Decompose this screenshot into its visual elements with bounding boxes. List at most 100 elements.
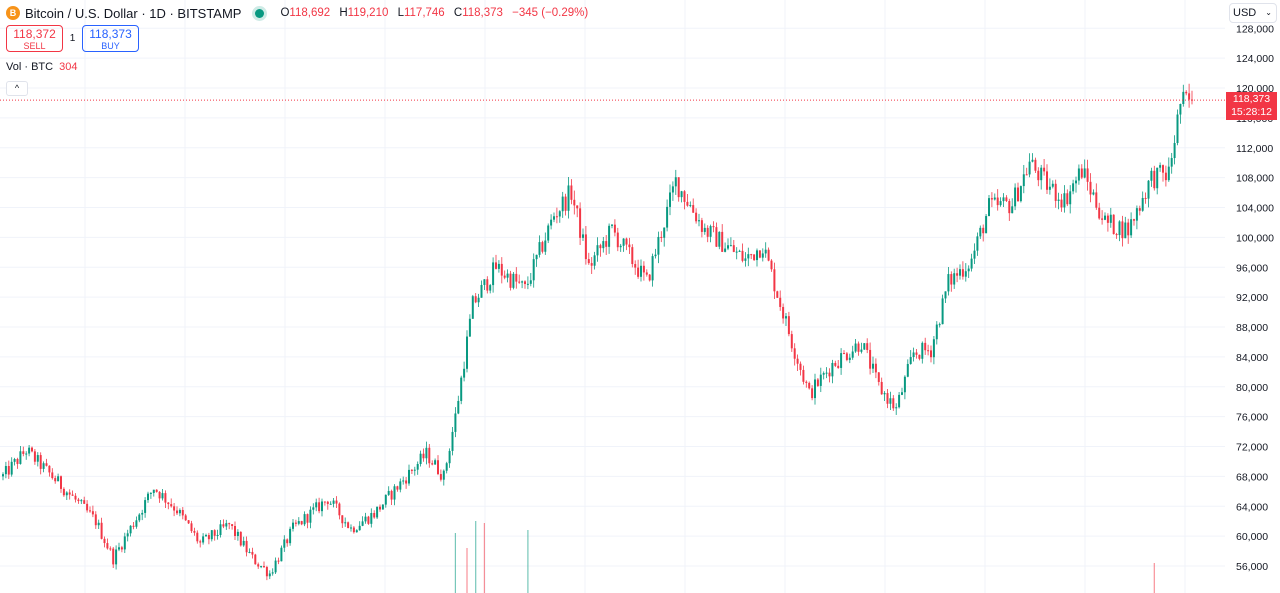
currency-select[interactable]: USD ⌄	[1229, 3, 1277, 23]
candle-body	[13, 459, 16, 462]
candle-body	[399, 481, 402, 490]
price-tick-label: 76,000	[1236, 412, 1268, 424]
buy-button[interactable]: 118,373 BUY	[82, 25, 139, 52]
candle-body	[45, 463, 48, 466]
candle-body	[541, 242, 544, 252]
candle-body	[248, 551, 251, 553]
candle-body	[961, 269, 964, 277]
candle-body	[903, 376, 906, 393]
candle-body	[231, 524, 234, 526]
candle-body	[927, 350, 930, 352]
candle-body	[216, 534, 219, 536]
candle-body	[129, 525, 132, 534]
candle-body	[181, 509, 184, 516]
candle-body	[1185, 91, 1188, 94]
candle-body	[854, 343, 857, 352]
candle-body	[587, 259, 590, 264]
candle-body	[840, 353, 843, 368]
candle-body	[605, 241, 608, 247]
candle-body	[448, 450, 451, 464]
candle-body	[260, 566, 263, 568]
candle-body	[54, 478, 57, 482]
candle-body	[999, 201, 1002, 206]
price-axis[interactable]: 56,000 60,000 64,000 68,000 72,000 76,000 80,0…	[1236, 23, 1274, 573]
candle-body	[303, 514, 306, 525]
symbol-title[interactable]: Bitcoin / U.S. Dollar · 1D · BITSTAMP	[25, 5, 242, 21]
candle-body	[732, 245, 735, 252]
candle-body	[753, 254, 756, 261]
candle-body	[97, 522, 100, 526]
candle-body	[1043, 167, 1046, 172]
candle-body	[1138, 208, 1141, 211]
candle-body	[439, 474, 442, 480]
candle-body	[529, 280, 532, 284]
candle-body	[228, 523, 231, 525]
candle-body	[245, 540, 248, 553]
candle-body	[239, 531, 242, 546]
candle-body	[254, 554, 257, 565]
candle-body	[1101, 218, 1104, 220]
price-tick-label: 56,000	[1236, 561, 1268, 573]
candle-body	[25, 453, 28, 455]
candle-body	[1115, 234, 1118, 236]
candle-body	[915, 352, 918, 355]
candle-body	[1014, 187, 1017, 207]
candle-body	[851, 351, 854, 358]
candle-body	[1080, 168, 1083, 178]
candle-body	[431, 463, 434, 465]
candle-body	[1083, 168, 1086, 178]
candle-body	[770, 260, 773, 270]
candle-body	[582, 234, 584, 238]
candle-body	[811, 388, 814, 399]
candle-body	[706, 227, 709, 237]
candle-body	[1034, 159, 1037, 171]
candle-body	[463, 368, 466, 378]
candle-body	[535, 254, 538, 260]
candle-body	[242, 540, 245, 546]
candle-body	[451, 431, 454, 451]
candle-body	[1176, 114, 1179, 143]
bitcoin-icon: B	[6, 6, 20, 20]
candle-body	[1075, 180, 1077, 184]
candle-body	[738, 250, 741, 252]
low-value: 117,746	[403, 7, 445, 19]
candle-body	[1098, 207, 1101, 219]
candle-body	[86, 503, 89, 511]
collapse-legend-button[interactable]: ^	[6, 81, 28, 96]
candle-body	[695, 212, 698, 222]
candle-body	[845, 353, 848, 360]
candle-body	[408, 469, 410, 484]
candle-body	[170, 504, 173, 507]
candle-body	[274, 560, 277, 573]
candle-body	[686, 201, 689, 206]
candle-body	[379, 506, 381, 510]
candle-body	[718, 231, 721, 247]
candle-body	[350, 527, 352, 529]
candle-body	[48, 465, 51, 473]
sell-button[interactable]: 118,372 SELL	[6, 25, 63, 52]
candle-body	[709, 226, 712, 237]
candle-body	[805, 381, 808, 383]
candle-body	[428, 447, 431, 464]
candle-body	[178, 509, 181, 514]
candle-body	[144, 500, 147, 513]
candle-body	[205, 535, 207, 537]
price-tick-label: 96,000	[1236, 262, 1268, 274]
candle-body	[712, 226, 715, 228]
candle-body	[1135, 208, 1138, 221]
candle-body	[65, 492, 68, 496]
candle-body	[265, 567, 268, 577]
candle-body	[573, 199, 576, 206]
candle-body	[608, 225, 611, 247]
candle-body	[193, 531, 196, 533]
candle-body	[1153, 170, 1156, 189]
candle-body	[1112, 214, 1115, 235]
candle-body	[898, 394, 901, 408]
candle-body	[358, 525, 361, 531]
candle-body	[558, 211, 561, 217]
candle-body	[935, 324, 938, 340]
candle-body	[988, 198, 990, 217]
candle-body	[1051, 183, 1054, 187]
candle-body	[213, 530, 216, 536]
